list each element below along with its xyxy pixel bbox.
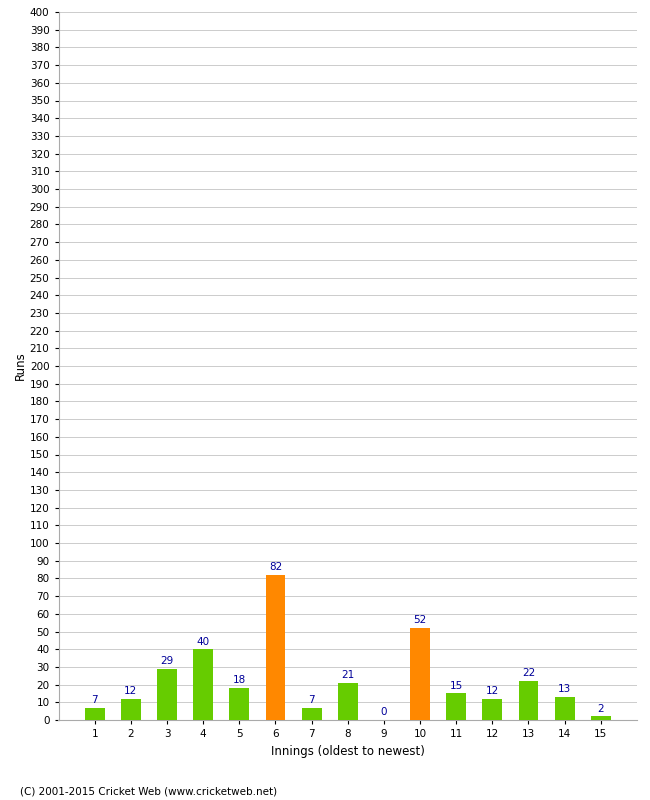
Text: 21: 21 [341, 670, 354, 680]
Bar [591, 717, 611, 720]
Bar [302, 708, 322, 720]
Text: 22: 22 [522, 669, 535, 678]
Bar [229, 688, 249, 720]
Text: 13: 13 [558, 684, 571, 694]
Text: 0: 0 [381, 707, 387, 718]
Bar [84, 708, 105, 720]
Text: 40: 40 [196, 637, 210, 646]
Text: 7: 7 [92, 695, 98, 705]
Text: 2: 2 [597, 704, 604, 714]
Text: 7: 7 [308, 695, 315, 705]
Bar [265, 575, 285, 720]
Text: 52: 52 [413, 615, 426, 626]
Bar [410, 628, 430, 720]
Bar [447, 694, 466, 720]
Bar [338, 683, 358, 720]
Y-axis label: Runs: Runs [14, 352, 27, 380]
Bar [121, 698, 141, 720]
Text: 18: 18 [233, 675, 246, 686]
Bar [157, 669, 177, 720]
Bar [482, 698, 502, 720]
Text: 29: 29 [161, 656, 174, 666]
Text: 12: 12 [124, 686, 138, 696]
Bar [554, 697, 575, 720]
X-axis label: Innings (oldest to newest): Innings (oldest to newest) [271, 745, 424, 758]
Bar [193, 650, 213, 720]
Text: 12: 12 [486, 686, 499, 696]
Text: 82: 82 [269, 562, 282, 572]
Text: (C) 2001-2015 Cricket Web (www.cricketweb.net): (C) 2001-2015 Cricket Web (www.cricketwe… [20, 786, 277, 796]
Text: 15: 15 [450, 681, 463, 690]
Bar [519, 681, 538, 720]
